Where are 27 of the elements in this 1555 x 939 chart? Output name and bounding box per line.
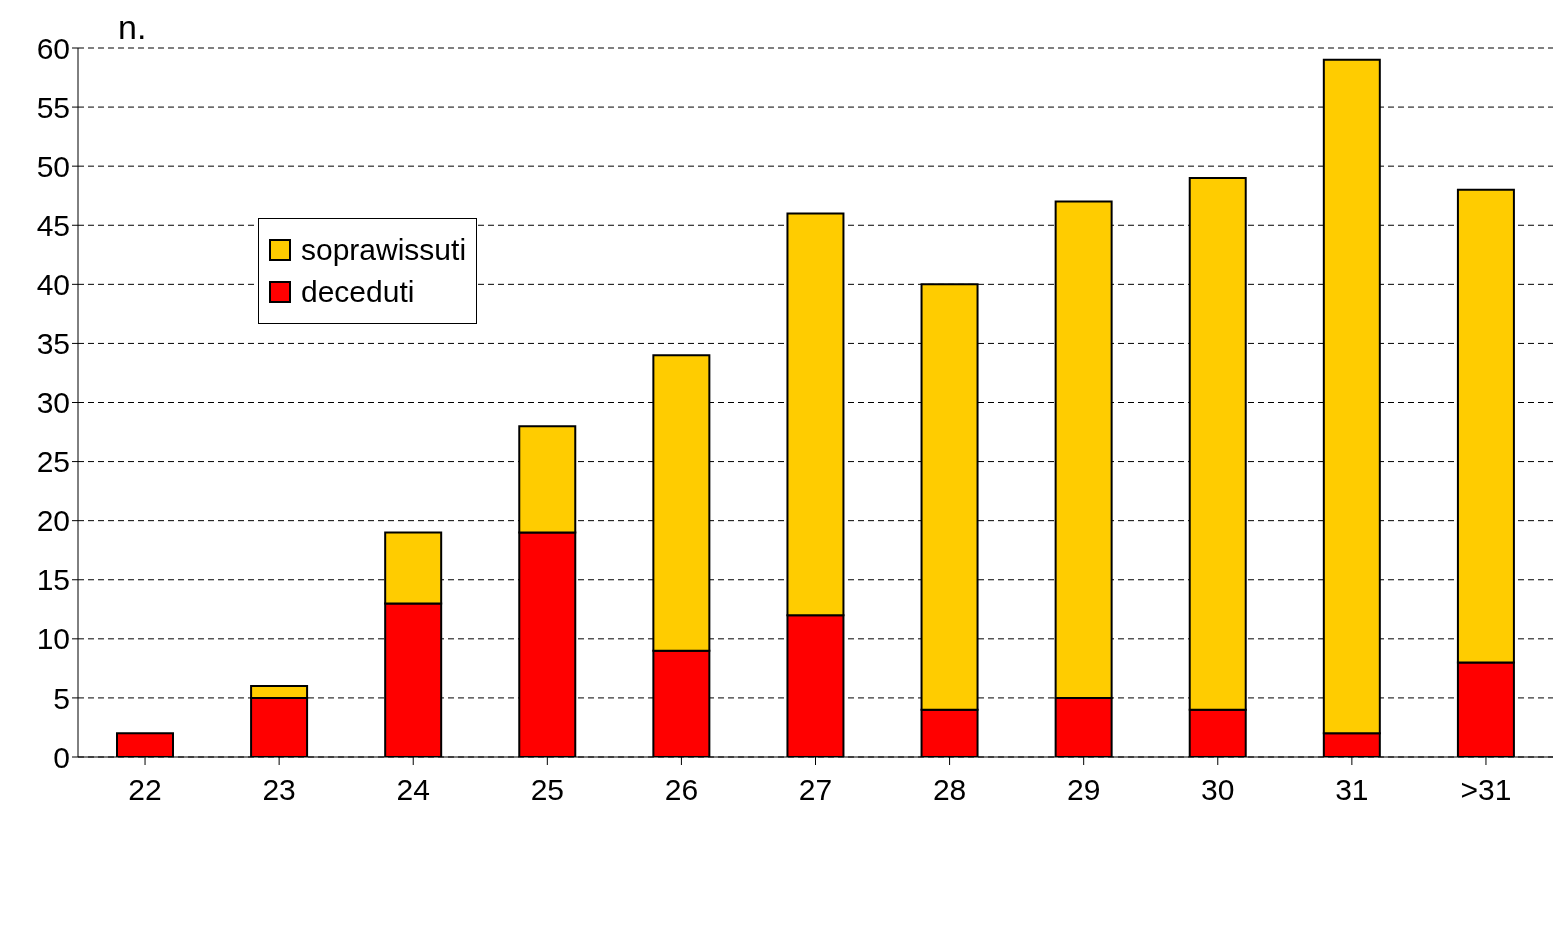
y-tick-label: 50 xyxy=(36,149,70,183)
y-tick-label: 0 xyxy=(53,740,70,774)
y-tick-label: 30 xyxy=(36,386,70,420)
x-tick-label: >31 xyxy=(1460,773,1512,807)
x-tick-label: 22 xyxy=(128,773,162,807)
x-tick-label: 28 xyxy=(932,773,967,807)
y-tick-label: 5 xyxy=(53,681,70,715)
x-tick-label: 30 xyxy=(1201,773,1235,807)
y-tick-label: 35 xyxy=(36,327,70,361)
x-tick-label: 23 xyxy=(262,773,296,807)
legend-label: deceduti xyxy=(301,275,415,309)
y-axis-title: n. xyxy=(118,8,147,47)
legend-label: soprawissuti xyxy=(301,233,467,267)
y-tick-label: 40 xyxy=(36,267,70,301)
y-tick-label: 20 xyxy=(36,504,70,538)
y-tick-label: 45 xyxy=(36,208,70,242)
x-tick-label: 24 xyxy=(396,773,430,807)
y-tick-label: 25 xyxy=(36,445,70,479)
y-tick-label: 60 xyxy=(36,31,70,65)
x-tick-label: 29 xyxy=(1066,773,1101,807)
y-tick-label: 15 xyxy=(36,563,70,597)
x-tick-label: 27 xyxy=(798,773,833,807)
y-tick-label: 10 xyxy=(36,622,70,656)
x-tick-label: 25 xyxy=(530,773,565,807)
x-tick-label: 26 xyxy=(664,773,699,807)
y-tick-label: 55 xyxy=(36,90,70,124)
x-tick-label: 31 xyxy=(1335,773,1369,807)
